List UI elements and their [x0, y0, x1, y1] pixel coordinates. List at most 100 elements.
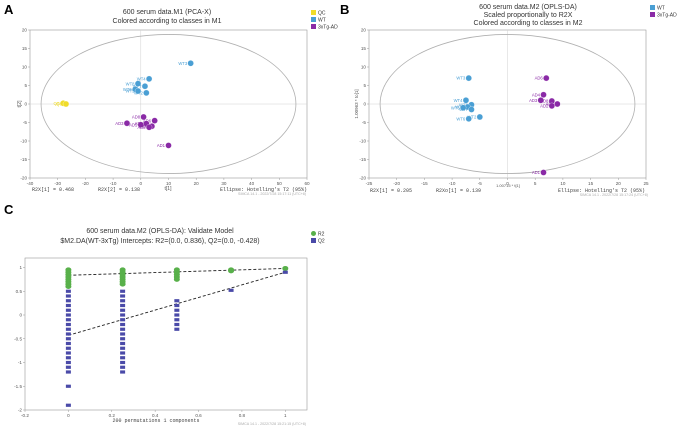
- permutation-q2-point: [65, 318, 71, 322]
- panel-b-ytick-label: 10: [361, 65, 367, 70]
- panel-letter-c: C: [4, 202, 14, 217]
- legend-label-r2: R2: [318, 231, 325, 237]
- panel-a-ytick-label: 5: [24, 83, 27, 88]
- panel-a-xtick-label: -40: [27, 181, 34, 186]
- legend-label-wt: WT: [318, 17, 326, 23]
- permutation-q2-point: [120, 332, 126, 336]
- point-ad8: [140, 113, 147, 121]
- panel-b-xtick-label: 5: [534, 181, 537, 186]
- panel-letter-b: B: [340, 2, 349, 17]
- panel-b-xtick-label: 15: [588, 181, 594, 186]
- point-ad2: [145, 124, 153, 131]
- panel-c-permutation-plot: 600 serum data.M2 (OPLS-DA): Validate Mo…: [14, 228, 325, 426]
- point-ad3: [123, 120, 131, 127]
- panel-c-ytick-label: -1.5: [14, 384, 22, 389]
- permutation-r2-point: [119, 281, 126, 287]
- point-label-wt2: WT2: [134, 91, 144, 96]
- permutation-q2-point: [65, 322, 71, 327]
- panel-b-hotelling-ellipse: [379, 34, 636, 174]
- permutation-q2-point: [120, 341, 126, 346]
- permutation-q2-point: [120, 370, 126, 374]
- legend-label-3xtg-ad: 3xTg-AD: [318, 24, 338, 30]
- point-wt6: [460, 104, 467, 111]
- point-label-qc: QC: [56, 102, 62, 107]
- panel-a-pca-plot: 600 serum data.M1 (PCA-X) Colored accord…: [17, 9, 338, 196]
- permutation-q2-point: [65, 332, 71, 336]
- point-label-ad6: AD6: [535, 76, 544, 81]
- panel-b-ylabel: 1.00963 * to[1]: [354, 89, 359, 118]
- panel-c-title: 600 serum data.M2 (OPLS-DA): Validate Mo…: [86, 228, 234, 235]
- permutation-q2-point: [120, 299, 126, 303]
- panel-a-ytick-label: 0: [24, 102, 27, 107]
- permutation-q2-point: [174, 327, 180, 331]
- panel-b-footer-right: Ellipse: Hotelling's T2 (95%): [558, 188, 645, 194]
- permutation-q2-point: [65, 289, 71, 293]
- point-label-ad7: AD7: [140, 124, 149, 129]
- point-label-ad3: AD3: [529, 98, 538, 103]
- panel-b-xtick-label: 0: [506, 181, 509, 186]
- permutation-q2-point: [65, 351, 71, 355]
- permutation-q2-point: [65, 370, 71, 374]
- panel-a-ytick-label: -15: [20, 157, 27, 162]
- panel-c-ytick-label: -1: [18, 360, 23, 365]
- point-label-wt6: WT6: [123, 87, 133, 92]
- permutation-q2-point: [65, 299, 71, 303]
- permutation-q2-point: [120, 313, 126, 317]
- panel-b-xtick-label: -15: [421, 181, 428, 186]
- panel-b-ytick-label: 5: [363, 83, 366, 88]
- panel-a-title: 600 serum data.M1 (PCA-X): [123, 9, 211, 16]
- legend-swatch-3xtg-ad: [650, 12, 655, 17]
- permutation-q2-point: [120, 294, 126, 298]
- point-label-wt6: WT6: [451, 105, 461, 110]
- point-wt3: [465, 74, 472, 82]
- panel-c-ytick-label: -2: [18, 408, 23, 413]
- point-label-wt3: WT3: [456, 76, 466, 81]
- point-qc: [62, 100, 70, 108]
- panel-a-footer-left: R2X[1] = 0.468: [32, 187, 74, 193]
- permutation-q2-point: [174, 322, 180, 327]
- point-ad1: [165, 142, 172, 149]
- permutation-r2-point: [65, 284, 72, 289]
- panel-a-xtick-label: 50: [277, 181, 283, 186]
- panel-b-xtick-label: -25: [366, 181, 373, 186]
- point-label-ad1: AD1: [532, 170, 541, 175]
- point-ad6: [543, 74, 550, 82]
- panel-b-xtick-label: 20: [616, 181, 622, 186]
- panel-b-xtick-label: -20: [393, 181, 400, 186]
- panel-a-footer-mid: R2X[2] = 0.138: [98, 187, 140, 193]
- legend-label-wt: WT: [657, 5, 665, 11]
- permutation-q2-point: [120, 308, 126, 312]
- panel-b-subtitle: Scaled proportionally to R2X: [484, 12, 573, 19]
- permutation-r2-point: [282, 265, 289, 271]
- permutation-q2-point: [282, 270, 288, 274]
- panel-c-subtitle: $M2.DA(WT-3xTg) Intercepts: R2=(0.0, 0.8…: [60, 238, 259, 245]
- permutation-q2-point: [65, 313, 71, 317]
- panel-letter-a: A: [4, 2, 14, 17]
- panel-b-stamp: SIMCA 14.1 - 2022/7/28 15:17:24 (UTC+8): [580, 193, 648, 197]
- panel-c-xtick-label: -0.2: [21, 413, 29, 418]
- point-label-qc: QC: [53, 101, 59, 106]
- panel-c-ytick-label: -0.5: [14, 336, 22, 341]
- r2-regression-line: [68, 268, 286, 276]
- panel-c-xtick-label: 0.2: [109, 413, 116, 418]
- panel-b-ytick-label: -15: [359, 157, 366, 162]
- panel-a-ytick-label: -10: [20, 139, 27, 144]
- point-label-wt8: WT8: [126, 81, 136, 86]
- legend-swatch-3xtg-ad: [311, 24, 316, 29]
- permutation-q2-point: [120, 303, 126, 308]
- panel-a-ytick-label: 10: [22, 65, 28, 70]
- permutation-q2-point: [120, 322, 126, 327]
- panel-a-hotelling-ellipse: [40, 34, 297, 174]
- permutation-q2-point: [120, 351, 126, 355]
- panel-a-xtick-label: -20: [82, 181, 89, 186]
- point-wt3: [187, 60, 194, 67]
- point-label-ad2: AD2: [540, 103, 549, 108]
- point-label-ad3: AD3: [115, 121, 124, 126]
- permutation-q2-point: [65, 384, 71, 388]
- panel-b-ytick-label: -20: [359, 176, 366, 181]
- permutation-q2-point: [65, 294, 71, 298]
- panel-a-ytick-label: 20: [22, 28, 28, 33]
- panel-c-xlabel: 200 permutations 1 components: [112, 418, 199, 424]
- point-label-ad2: AD2: [137, 125, 146, 130]
